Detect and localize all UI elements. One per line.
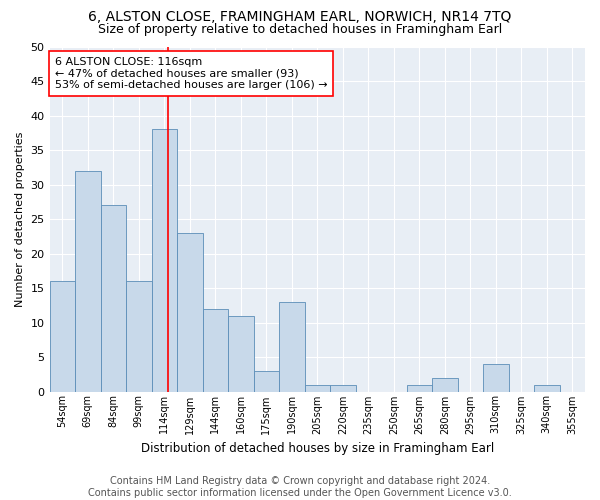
Bar — [407, 384, 432, 392]
Bar — [203, 308, 228, 392]
Bar — [126, 281, 152, 392]
Text: 6, ALSTON CLOSE, FRAMINGHAM EARL, NORWICH, NR14 7TQ: 6, ALSTON CLOSE, FRAMINGHAM EARL, NORWIC… — [88, 10, 512, 24]
Bar — [534, 384, 560, 392]
Text: 6 ALSTON CLOSE: 116sqm
← 47% of detached houses are smaller (93)
53% of semi-det: 6 ALSTON CLOSE: 116sqm ← 47% of detached… — [55, 57, 328, 90]
Bar — [305, 384, 330, 392]
Bar — [432, 378, 458, 392]
Bar — [279, 302, 305, 392]
Bar — [330, 384, 356, 392]
X-axis label: Distribution of detached houses by size in Framingham Earl: Distribution of detached houses by size … — [140, 442, 494, 455]
Text: Size of property relative to detached houses in Framingham Earl: Size of property relative to detached ho… — [98, 22, 502, 36]
Y-axis label: Number of detached properties: Number of detached properties — [15, 132, 25, 306]
Bar — [101, 205, 126, 392]
Bar — [228, 316, 254, 392]
Text: Contains HM Land Registry data © Crown copyright and database right 2024.
Contai: Contains HM Land Registry data © Crown c… — [88, 476, 512, 498]
Bar — [50, 281, 75, 392]
Bar — [75, 170, 101, 392]
Bar — [152, 130, 177, 392]
Bar — [483, 364, 509, 392]
Bar — [177, 233, 203, 392]
Bar — [254, 371, 279, 392]
